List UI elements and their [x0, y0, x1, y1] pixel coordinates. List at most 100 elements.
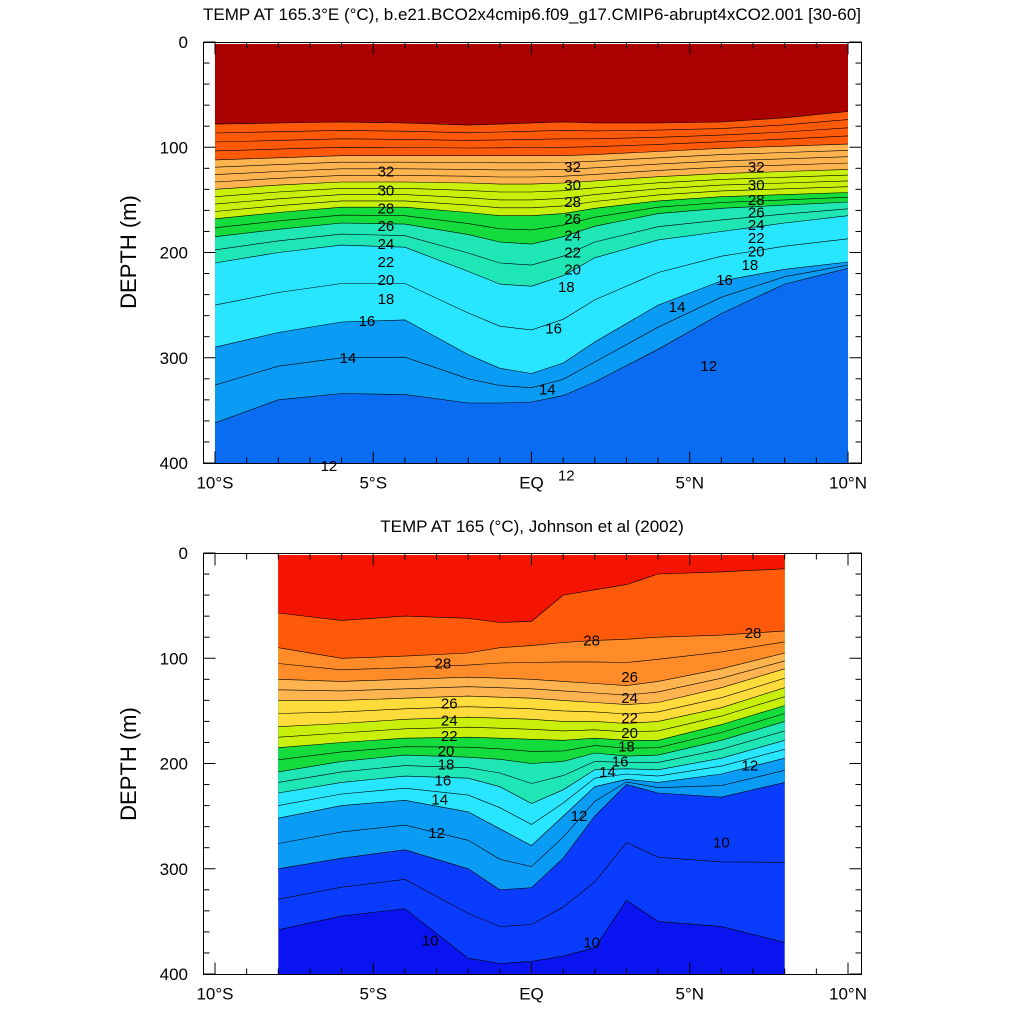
contour-line	[215, 135, 848, 152]
contour-label: 16	[545, 320, 562, 337]
y-tick-label: 0	[179, 33, 188, 52]
x-tick-label: 5°N	[675, 474, 704, 493]
contour-label: 26	[441, 696, 458, 713]
contour-label: 14	[669, 299, 686, 316]
contour-label: 26	[621, 669, 638, 686]
contour-label: 22	[564, 245, 581, 262]
x-tick-label: 5°N	[675, 985, 704, 1004]
contour-label: 28	[435, 656, 452, 673]
contour-label: 22	[378, 254, 395, 271]
contour-line	[278, 842, 785, 927]
contour-fills-observations	[278, 555, 785, 974]
contour-lines-observations	[278, 568, 785, 964]
contour-label: 10	[422, 932, 439, 949]
contour-label: 32	[564, 159, 581, 176]
contour-label: 18	[438, 757, 455, 774]
contour-line	[278, 652, 785, 686]
contour-label: 12	[571, 808, 588, 825]
contour-line	[215, 174, 848, 197]
contour-line	[278, 687, 785, 727]
contour-line	[278, 749, 785, 825]
chart-title-observations: TEMP AT 165 (°C), Johnson et al (2002)	[380, 517, 684, 536]
contour-line	[278, 696, 785, 738]
contour-label: 20	[438, 743, 455, 760]
contour-line	[278, 770, 785, 867]
x-tick-label: 10°N	[829, 985, 867, 1004]
contour-line	[278, 713, 785, 761]
contour-label: 16	[612, 753, 629, 770]
contour-label: 24	[564, 228, 581, 245]
contour-line	[278, 757, 785, 846]
contour-line	[215, 127, 848, 143]
axis-ticks-observations: 0 100 200 300 400 10°S 5°S EQ 5°N 10°N	[160, 544, 867, 1004]
contour-label: 24	[621, 690, 638, 707]
contour-line	[215, 186, 848, 212]
contour-line	[215, 192, 848, 220]
contour-line	[215, 162, 848, 183]
contour-label: 32	[748, 159, 765, 176]
contour-line	[215, 215, 848, 287]
contour-label: 20	[621, 725, 638, 742]
contour-line	[278, 677, 785, 715]
contour-label: 12	[428, 825, 445, 842]
contour-label: 12	[700, 358, 717, 375]
x-tick-label: 10°S	[196, 474, 233, 493]
contour-label: 16	[716, 272, 733, 289]
contour-label: 28	[745, 625, 762, 642]
contour-line	[278, 668, 785, 705]
x-tick-label: 5°S	[359, 985, 387, 1004]
contour-label: 30	[748, 177, 765, 194]
y-tick-label: 200	[160, 755, 188, 774]
contour-line	[278, 740, 785, 804]
contour-label: 16	[359, 313, 376, 330]
contour-label: 10	[713, 834, 730, 851]
axis-ticks-model: 0 100 200 300 400 10°S 5°S EQ 5°N 10°N	[160, 33, 867, 493]
contour-label: 18	[618, 739, 635, 756]
y-axis-label-model: DEPTH (m)	[116, 195, 141, 309]
contour-label: 24	[441, 712, 458, 729]
contour-line	[278, 721, 785, 773]
contour-label: 14	[340, 350, 357, 367]
x-tick-label: 10°N	[829, 474, 867, 493]
y-tick-label: 200	[160, 244, 188, 263]
contour-line	[215, 238, 848, 331]
panel-observations: TEMP AT 165 (°C), Johnson et al (2002) 2…	[116, 517, 867, 1004]
contour-label: 20	[378, 272, 395, 289]
contour-line	[215, 111, 848, 126]
contour-line	[215, 268, 848, 424]
contour-label: 16	[435, 772, 452, 789]
contour-label: 14	[539, 381, 556, 398]
contour-line	[215, 196, 848, 231]
contour-line	[215, 156, 848, 175]
contour-label: 12	[558, 468, 575, 485]
contour-label: 24	[378, 236, 395, 253]
y-tick-label: 300	[160, 349, 188, 368]
y-tick-label: 100	[160, 649, 188, 668]
contour-line	[215, 264, 848, 389]
contour-line	[215, 143, 848, 161]
contour-label: 28	[378, 200, 395, 217]
y-tick-label: 300	[160, 860, 188, 879]
contour-line	[278, 899, 785, 964]
contour-label: 12	[742, 758, 759, 775]
y-tick-label: 400	[160, 965, 188, 984]
contour-label: 20	[748, 243, 765, 260]
contour-line	[215, 208, 848, 266]
contour-line	[215, 169, 848, 190]
y-axis-label-observations: DEPTH (m)	[116, 707, 141, 821]
contour-line	[278, 630, 785, 659]
contour-label: 30	[564, 177, 581, 194]
y-tick-label: 400	[160, 454, 188, 473]
contour-label: 30	[378, 182, 395, 199]
contour-label: 26	[378, 218, 395, 235]
contour-line	[278, 568, 785, 623]
contour-label: 26	[748, 205, 765, 222]
contour-label: 22	[441, 728, 458, 745]
contour-label: 22	[621, 710, 638, 727]
contour-fill-band	[278, 555, 785, 623]
contour-label: 28	[748, 192, 765, 209]
contour-line	[278, 730, 785, 784]
contour-labels-observations: 28 28282624222018161412262422201816141212…	[422, 625, 762, 951]
